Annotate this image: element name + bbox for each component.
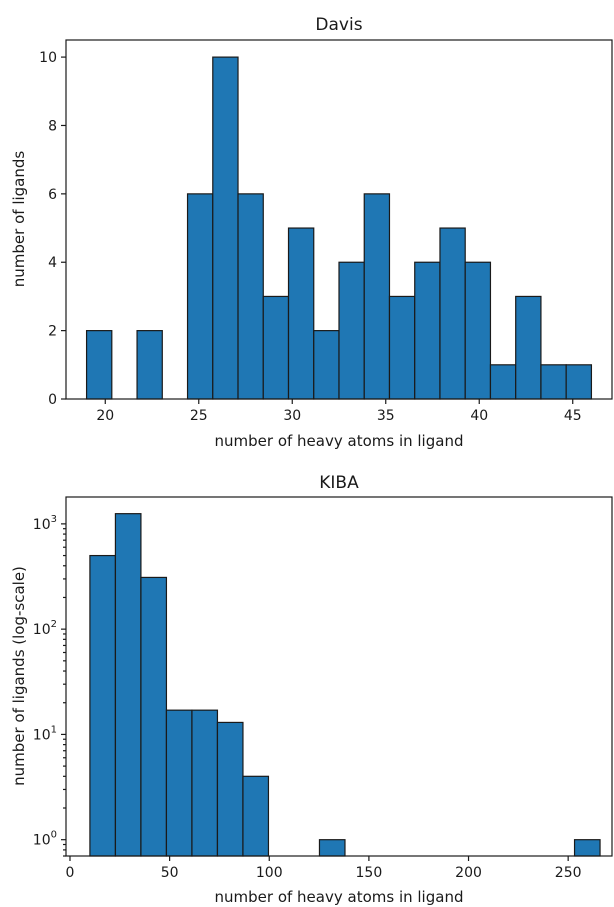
kiba-bars (89, 513, 601, 857)
kiba-y-tick-label: 100 (33, 830, 57, 849)
kiba-bar (165, 709, 193, 857)
davis-bar (414, 261, 441, 400)
davis-bar (313, 330, 340, 400)
davis-bar (212, 56, 239, 400)
davis-plot-frame (65, 39, 613, 400)
kiba-bar (140, 576, 168, 857)
davis-histogram: Davis 20 25 30 35 40 45 0 2 4 6 8 10 number of hea… (10, 15, 613, 450)
kiba-plot-frame (65, 496, 613, 857)
davis-y-tick-label: 6 (48, 187, 57, 203)
davis-bars (85, 56, 593, 400)
kiba-bar (318, 839, 346, 857)
kiba-bar (573, 839, 601, 857)
kiba-bar (216, 721, 244, 857)
davis-x-tick-label: 45 (564, 408, 582, 424)
davis-x-axis-label: number of heavy atoms in ligand (215, 432, 464, 450)
davis-bar (237, 193, 264, 400)
kiba-x-tick-label: 200 (455, 865, 482, 881)
davis-y-tick-label: 0 (48, 392, 57, 408)
kiba-x-axis-label: number of heavy atoms in ligand (215, 888, 464, 906)
davis-bar (565, 364, 593, 400)
kiba-y-tick-label: 101 (33, 724, 57, 743)
kiba-bar (114, 513, 142, 857)
davis-x-tick-label: 30 (283, 408, 301, 424)
davis-y-tick-label: 10 (39, 50, 57, 66)
kiba-x-tick-label: 0 (66, 865, 75, 881)
kiba-y-axis-label: number of ligands (log-scale) (10, 566, 28, 786)
kiba-bar (89, 554, 117, 857)
kiba-bar (191, 709, 219, 857)
davis-bar (540, 364, 567, 400)
davis-bar (464, 261, 492, 400)
davis-bar (338, 261, 365, 400)
davis-x-tick-label: 25 (190, 408, 208, 424)
davis-bar (287, 227, 315, 400)
kiba-histogram: KIBA 0 50 100 150 200 250 100 101 102 103 number… (10, 473, 613, 906)
davis-y-axis: 0 2 4 6 8 10 (39, 50, 66, 408)
kiba-y-tick-label: 102 (33, 619, 57, 638)
davis-y-tick-label: 2 (48, 324, 57, 340)
davis-bar (439, 227, 466, 400)
kiba-x-tick-label: 100 (256, 865, 283, 881)
davis-bar (388, 295, 416, 400)
davis-y-tick-label: 8 (48, 118, 57, 134)
davis-title: Davis (315, 15, 362, 35)
davis-bar (136, 330, 163, 400)
davis-y-tick-label: 4 (48, 255, 57, 271)
davis-bar (363, 193, 391, 400)
kiba-x-tick-label: 250 (555, 865, 582, 881)
kiba-y-tick-label: 103 (33, 514, 57, 533)
davis-y-axis-label: number of ligands (10, 151, 28, 288)
davis-bar (186, 193, 214, 400)
davis-bar (262, 295, 290, 400)
kiba-x-tick-label: 150 (356, 865, 383, 881)
kiba-x-axis: 0 50 100 150 200 250 (66, 856, 582, 881)
davis-x-tick-label: 40 (470, 408, 488, 424)
davis-x-axis: 20 25 30 35 40 45 (96, 399, 582, 424)
kiba-x-tick-label: 50 (161, 865, 179, 881)
kiba-y-axis: 100 101 102 103 (33, 514, 66, 857)
davis-bar (515, 295, 542, 400)
kiba-title: KIBA (319, 473, 359, 493)
davis-x-tick-label: 20 (96, 408, 114, 424)
kiba-bar (242, 775, 270, 857)
davis-x-tick-label: 35 (377, 408, 395, 424)
davis-bar (85, 330, 113, 400)
davis-bar (489, 364, 517, 400)
